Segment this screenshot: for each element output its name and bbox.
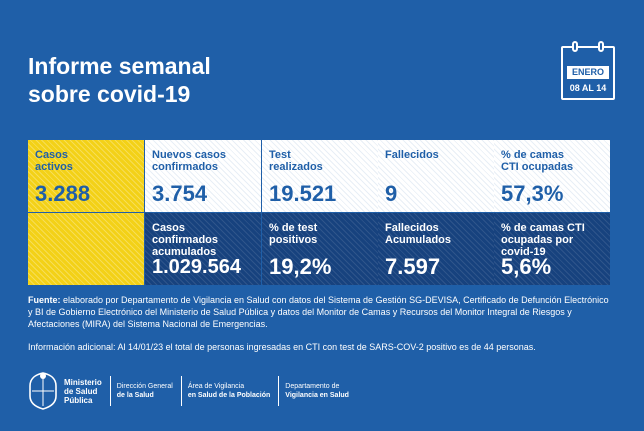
divider [278, 376, 280, 406]
unit-line-1: Departamento de [285, 383, 340, 390]
card-casos-acumulados: Casos confirmados acumulados 1.029.564 [145, 213, 261, 285]
card-value: 19,2% [269, 254, 332, 279]
card-fallecidos: Fallecidos 9 [378, 140, 494, 212]
card-label: % de camas CTI ocupadas por covid-19 [501, 222, 585, 258]
title-line-2: sobre covid-19 [28, 81, 191, 107]
card-label: % de test positivos [269, 222, 318, 246]
report-title: Informe semanal sobre covid-19 [28, 52, 211, 108]
card-value: 1.029.564 [152, 256, 241, 278]
card-label: Casos confirmados acumulados [152, 222, 219, 258]
unit-line-1: Área de Vigilancia [187, 383, 245, 390]
card-camas-cti-covid: % de camas CTI ocupadas por covid-19 5,6… [494, 213, 610, 285]
card-casos-activos: Casos activos 3.288 [28, 140, 144, 212]
ministry-line-3: Pública [64, 395, 93, 405]
card-label: % de camas CTI ocupadas [501, 149, 574, 173]
card-label: Fallecidos [385, 149, 439, 161]
card-camas-cti: % de camas CTI ocupadas 57,3% [494, 140, 610, 212]
card-nuevos-casos: Nuevos casos confirmados 3.754 [145, 140, 261, 212]
divider [109, 376, 111, 406]
source-note: Fuente: elaborado por Departamento de Vi… [28, 294, 614, 330]
card-test-realizados: Test realizados 19.521 [262, 140, 378, 212]
card-value: 57,3% [501, 181, 564, 206]
card-empty-highlight [28, 213, 144, 285]
title-line-1: Informe semanal [28, 53, 211, 79]
footer-logos: Ministerio de Salud Pública Dirección Ge… [28, 371, 349, 411]
card-label: Casos activos [35, 149, 73, 173]
calendar-days: 08 AL 14 [569, 83, 607, 93]
calendar-icon: ENERO 08 AL 14 [561, 41, 615, 100]
card-label: Test realizados [269, 149, 323, 173]
card-value: 9 [385, 181, 398, 206]
ministry-line-1: Ministerio [64, 377, 102, 387]
unit-area-vigilancia: Área de Vigilancia en Salud de la Poblac… [188, 382, 270, 400]
unit-direccion: Dirección General de la Salud [117, 382, 173, 400]
card-value: 3.754 [152, 181, 208, 206]
card-test-positivos: % de test positivos 19,2% [262, 213, 378, 285]
card-value: 5,6% [501, 254, 552, 279]
calendar-month: ENERO [567, 66, 609, 79]
calendar-ring-right [598, 41, 604, 52]
calendar-ring-left [572, 41, 578, 52]
card-value: 3.288 [35, 181, 91, 206]
ministry-line-2: de Salud [64, 386, 98, 396]
unit-line-2: de la Salud [116, 392, 154, 399]
unit-line-2: Vigilancia en Salud [285, 392, 349, 399]
source-label: Fuente: [28, 295, 61, 305]
stats-grid: Casos activos 3.288 Nuevos casos confirm… [28, 140, 610, 285]
card-value: 19.521 [269, 181, 337, 206]
divider [180, 376, 182, 406]
source-text: elaborado por Departamento de Vigilancia… [28, 295, 609, 329]
unit-line-2: en Salud de la Población [187, 392, 271, 399]
shield-logo-icon [29, 372, 57, 410]
card-fallecidos-acumulados: Fallecidos Acumulados 7.597 [378, 213, 494, 285]
unit-line-1: Dirección General [116, 383, 173, 390]
additional-info: Información adicional: Al 14/01/23 el to… [28, 342, 536, 352]
card-label: Fallecidos Acumulados [385, 222, 452, 246]
ministry-name: Ministerio de Salud Pública [64, 378, 102, 405]
unit-departamento: Departamento de Vigilancia en Salud [285, 382, 349, 400]
card-label: Nuevos casos confirmados [152, 149, 226, 173]
card-value: 7.597 [385, 254, 441, 279]
